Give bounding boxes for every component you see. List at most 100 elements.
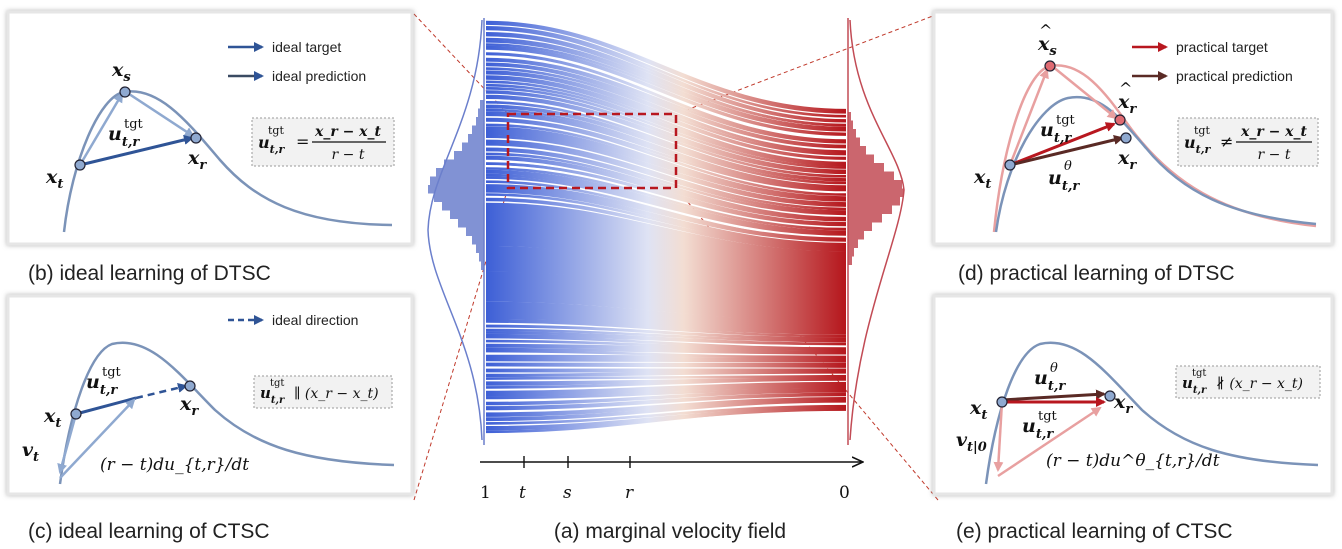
practical-prediction-arrow [1001, 389, 1106, 402]
flow-line [485, 245, 847, 288]
flow-line [485, 273, 847, 307]
flow-line [485, 96, 847, 178]
ideal-target-arrow [79, 135, 194, 167]
flow-line [485, 204, 847, 256]
flow-line [485, 267, 847, 302]
flow-line [485, 148, 847, 220]
flow-line [485, 343, 847, 352]
label-xr: xr [1117, 147, 1137, 173]
eq-c-sup: tgt [270, 378, 284, 389]
flow-line [485, 318, 847, 335]
eq-d-lhs: ut,r [1184, 133, 1212, 156]
velocity-arrow-vt0 [993, 401, 1004, 472]
label-xs-hat: xs [1037, 33, 1057, 59]
flow-line [485, 371, 847, 377]
histogram-bar [848, 231, 864, 240]
derivative-arrow [997, 406, 1102, 478]
histogram-bar [466, 227, 484, 236]
legend-ideal-prediction: ideal prediction [272, 68, 366, 84]
flow-line [485, 393, 847, 411]
flow-line [485, 307, 847, 333]
flow-line [485, 32, 847, 123]
point-xs [119, 86, 131, 98]
velocity-arrow-vt [57, 413, 78, 474]
point-xr [1120, 132, 1132, 144]
flow-line [485, 123, 847, 199]
practical-arrow-to-xs [1008, 68, 1049, 166]
point-xr [184, 380, 196, 392]
point-xt [74, 159, 86, 171]
point-xr-hat [1114, 114, 1126, 126]
histogram-left [427, 19, 484, 441]
flow-line [485, 147, 847, 216]
flow-line [485, 378, 847, 389]
histogram-right [848, 19, 905, 441]
derivative-arrow [59, 398, 136, 479]
flow-line [485, 113, 847, 190]
flow-line [485, 139, 847, 211]
caption-c: (c) ideal learning of CTSC [28, 520, 270, 543]
caption-d: (d) practical learning of DTSC [958, 262, 1235, 285]
label-xr: xr [179, 393, 199, 419]
flow-line [485, 173, 847, 234]
histogram-bar [848, 214, 882, 223]
legend-ideal-target: ideal target [272, 39, 341, 55]
point-xt [1004, 159, 1016, 171]
histogram-bar [478, 108, 484, 117]
practical-prediction-arrow [1009, 135, 1124, 167]
label-xr: xr [1113, 391, 1133, 417]
eq-e-sup: tgt [1192, 368, 1206, 379]
histogram-bar [848, 120, 853, 129]
flow-line [485, 105, 847, 185]
practical-target-arrow [1009, 122, 1116, 167]
trajectory-curve [58, 341, 395, 485]
flow-line [485, 328, 847, 343]
label-u-theta-sup: θ [1064, 159, 1072, 174]
label-vt: vt [22, 439, 39, 465]
hat-xr: ^ [1119, 79, 1132, 98]
label-xr: xr [187, 147, 207, 173]
flow-line [485, 193, 847, 249]
flow-line [485, 374, 847, 380]
flow-line [485, 43, 847, 132]
flow-line [485, 37, 847, 127]
label-u-tgt: ut,r [1022, 415, 1054, 442]
histogram-bar [848, 171, 894, 180]
flow-line [485, 59, 847, 148]
flow-line [485, 202, 847, 254]
histogram-bar [848, 163, 884, 172]
flow-line [485, 20, 847, 112]
flow-line [485, 26, 847, 118]
label-u-tgt-sup: tgt [102, 365, 122, 380]
flow-line [485, 133, 847, 205]
point-xr [190, 132, 202, 144]
tick-label-s: s [563, 483, 572, 503]
target-arrow-xs-to-xr [125, 90, 195, 138]
practical-arrow-xs-to-xr [1051, 65, 1118, 120]
label-xt: xt [969, 397, 987, 423]
trajectory-curve [62, 90, 393, 233]
flow-line [485, 94, 847, 175]
flow-line [485, 67, 847, 153]
legend-practical-target: practical target [1176, 39, 1268, 55]
tick-label-1: 1 [480, 483, 491, 503]
label-u-tgt: ut,r [1040, 119, 1072, 146]
flow-line [485, 347, 847, 355]
flow-line [485, 333, 847, 346]
eq-c-rel: ∥ (x_r − x_t) [294, 386, 379, 402]
legend-ideal-direction: ideal direction [272, 312, 358, 328]
label-u-tgt-sup: tgt [124, 117, 144, 132]
flow-line [485, 400, 847, 422]
ideal-direction-arrow [135, 383, 188, 400]
flow-line [485, 358, 847, 363]
panel-a: 1 t s r 0 (a) marginal velocity field [427, 18, 905, 543]
point-xt [996, 396, 1008, 408]
flow-line [485, 212, 847, 266]
flow-line [485, 91, 847, 173]
histogram-bar [476, 117, 484, 126]
flow-line [485, 70, 847, 156]
histogram-bar [479, 253, 484, 262]
flow-line [485, 22, 847, 114]
tick-label-r: r [625, 483, 634, 503]
tick-label-0: 0 [839, 483, 850, 503]
